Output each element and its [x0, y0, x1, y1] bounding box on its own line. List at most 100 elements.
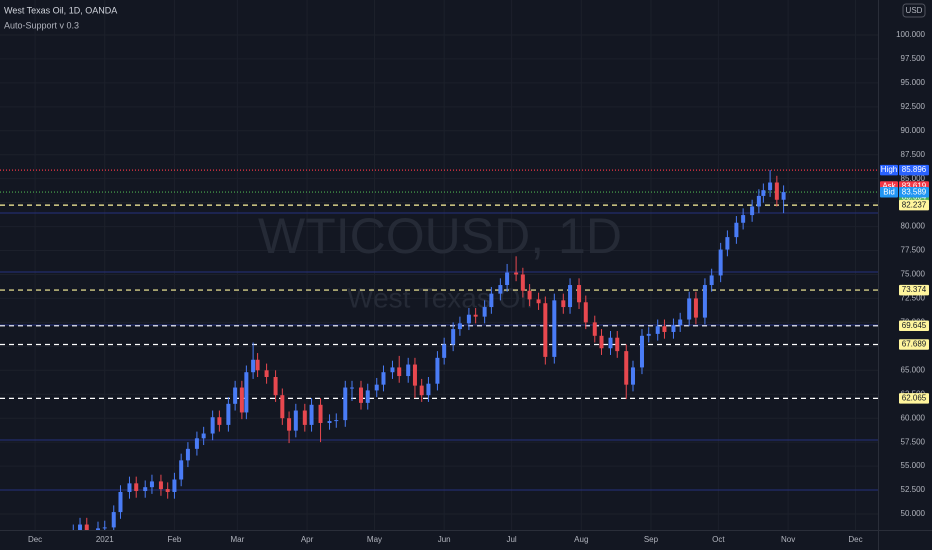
candle-body — [520, 274, 525, 291]
candle-body — [287, 418, 292, 431]
candle-body — [251, 359, 256, 373]
y-tick-label: 87.500 — [901, 150, 926, 159]
y-tick-label: 72.500 — [901, 294, 926, 303]
candle-body — [750, 206, 755, 216]
candle-body — [264, 370, 269, 377]
candle-body — [84, 524, 89, 530]
tag-label: High — [881, 165, 897, 174]
candle-body — [761, 190, 766, 196]
chart-title: West Texas Oil, 1D, OANDA — [4, 5, 117, 15]
candle-body — [709, 275, 714, 286]
candle-body — [327, 421, 332, 423]
y-tick-label: 50.000 — [901, 509, 926, 518]
candle-body — [172, 479, 177, 492]
candle-body — [671, 325, 676, 332]
price-tag — [899, 164, 929, 176]
candle-body — [318, 404, 323, 423]
candle-body — [134, 483, 139, 492]
price-tag — [899, 393, 929, 404]
candle-body — [498, 285, 503, 294]
candle-body — [210, 417, 215, 434]
candle-body — [624, 351, 629, 385]
price-tag-label: 62.065 — [902, 394, 927, 403]
candle-body — [397, 367, 402, 377]
candle-body — [78, 524, 83, 530]
candle-body — [599, 335, 604, 349]
candle-body — [374, 384, 379, 391]
candle-body — [662, 326, 667, 332]
candle-body — [435, 357, 440, 384]
candle-body — [536, 299, 541, 304]
candle-body — [118, 491, 123, 513]
y-tick-label: 77.500 — [901, 246, 926, 255]
price-tag — [899, 284, 929, 296]
y-tick-label: 80.000 — [901, 222, 926, 231]
candle-body — [451, 329, 456, 345]
x-tick-label: Sep — [644, 535, 659, 544]
candle-body — [233, 387, 238, 404]
watermark-subtitle: West Texas Oil — [347, 282, 533, 313]
y-tick-label: 85.000 — [901, 174, 926, 183]
price-tag-label: 85.896 — [902, 165, 927, 174]
candle-body — [412, 364, 417, 386]
y-tick-label: 60.000 — [901, 413, 926, 422]
price-tag-label: 69.645 — [902, 321, 927, 330]
candle-body — [309, 404, 314, 425]
candle-body — [514, 272, 519, 275]
indicator-name[interactable]: Auto-Support v 0.3 — [4, 20, 79, 30]
candle-body — [359, 387, 364, 403]
price-tag-label: 83.589 — [902, 187, 927, 196]
x-tick-label: Dec — [28, 535, 42, 544]
currency-button[interactable] — [902, 3, 926, 18]
candle-body — [527, 290, 532, 300]
candle-body — [615, 337, 620, 352]
tag-label-box — [880, 186, 898, 198]
price-tag-label: 73.374 — [902, 285, 927, 294]
candle-body — [608, 337, 613, 349]
tag-label: Bid — [883, 187, 895, 196]
price-tag-label: 67.689 — [902, 340, 927, 349]
x-tick-label: Aug — [574, 535, 588, 544]
y-tick-label: 90.000 — [901, 126, 926, 135]
candle-body — [149, 481, 154, 488]
candle-body — [489, 293, 494, 308]
x-tick-label: Dec — [848, 535, 862, 544]
candle-body — [482, 307, 487, 317]
candle-body — [577, 285, 582, 303]
y-tick-label: 100.000 — [896, 30, 925, 39]
price-tag — [899, 199, 929, 211]
candle-body — [466, 314, 471, 324]
x-tick-label: Apr — [301, 535, 314, 544]
watermark: WTICOUSD, 1D — [258, 208, 622, 264]
candle-body — [343, 387, 348, 421]
candle-body — [630, 367, 635, 385]
price-tag-label: 82.237 — [902, 200, 927, 209]
candle-body — [179, 460, 184, 480]
candle-body — [381, 372, 386, 385]
candle-body — [217, 417, 222, 425]
candle-body — [568, 285, 573, 308]
currency-label[interactable]: USD — [906, 6, 923, 15]
candle-body — [702, 285, 707, 318]
candle-body — [505, 272, 510, 286]
y-tick-label: 57.500 — [901, 437, 926, 446]
candle-body — [280, 395, 285, 419]
x-tick-label: Oct — [712, 535, 725, 544]
x-tick-label: Feb — [168, 535, 182, 544]
x-tick-label: Mar — [230, 535, 244, 544]
price-tag — [899, 320, 929, 332]
price-tag — [899, 186, 929, 198]
candle-body — [334, 420, 339, 422]
candle-body — [255, 359, 260, 371]
candle-body — [768, 182, 773, 191]
candle-body — [741, 215, 746, 223]
grid — [0, 0, 878, 530]
price-tags: High85.896Ask83.61983.604Bid83.58982.237… — [880, 164, 929, 404]
candle-body — [639, 335, 644, 368]
y-tick-label: 75.000 — [901, 270, 926, 279]
candle-body — [725, 237, 730, 250]
candle-body — [165, 489, 170, 492]
candle-body — [693, 298, 698, 318]
candle-body — [194, 438, 199, 449]
